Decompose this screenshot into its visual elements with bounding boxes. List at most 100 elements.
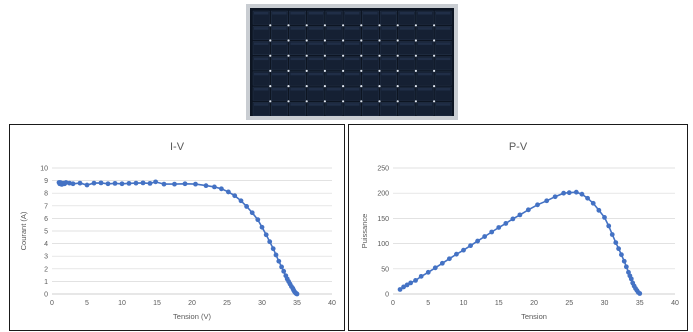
pv-data-point (628, 276, 634, 282)
iv-data-point (193, 181, 198, 187)
pv-xtick-label: 35 (636, 300, 644, 307)
iv-data-point (212, 184, 217, 190)
panel-cell-sheen (290, 72, 305, 76)
pv-xlabel: Tension (521, 312, 547, 321)
pv-xtick-label: 0 (391, 300, 395, 307)
panel-cell-sheen (254, 72, 269, 76)
pv-data-point (454, 251, 459, 257)
panel-cell-corner (378, 100, 381, 103)
panel-cell-sheen (326, 27, 342, 30)
pv-xtick-label: 40 (671, 300, 679, 307)
panel-cell-sheen (308, 57, 323, 61)
panel-cell-sheen (436, 103, 451, 106)
iv-data-point (255, 217, 261, 223)
pv-ytick-label: 150 (377, 216, 389, 223)
panel-cell-sheen (417, 103, 433, 106)
panel-cell-sheen (308, 88, 323, 91)
iv-data-point (91, 180, 97, 186)
panel-cell-corner (360, 85, 363, 88)
panel-cell-corner (396, 54, 399, 57)
iv-ytick-label: 10 (40, 166, 48, 173)
pv-data-point (544, 198, 550, 204)
iv-data-point (238, 198, 244, 204)
iv-xtick-label: 30 (258, 300, 266, 307)
panel-cell-corner (287, 24, 290, 27)
pv-data-point (613, 240, 619, 245)
pv-data-point (496, 225, 502, 230)
pv-ylabel: Puissance (360, 214, 369, 249)
panel-cell-sheen (326, 57, 342, 61)
pv-data-point (408, 280, 414, 286)
panel-cell-sheen (326, 88, 342, 91)
panel-cell-corner (414, 39, 417, 42)
panel-cell-sheen (254, 88, 269, 91)
panel-cell-sheen (381, 88, 396, 91)
panel-cell-corner (396, 39, 399, 42)
panel-cell-corner (269, 69, 272, 72)
iv-data-point (259, 224, 265, 230)
solar-panel-photo (246, 4, 458, 120)
panel-cell-sheen (363, 12, 378, 15)
panel-cell-sheen (363, 103, 378, 106)
panel-cell-corner (323, 24, 326, 27)
iv-xtick-label: 20 (188, 300, 196, 307)
panel-cell-sheen (290, 27, 305, 30)
pv-xtick-label: 30 (601, 300, 609, 307)
panel-cell-sheen (290, 57, 305, 61)
panel-cell-corner (342, 100, 345, 103)
panel-cell-corner (287, 69, 290, 72)
iv-ytick-label: 3 (44, 254, 48, 261)
iv-data-point (249, 210, 255, 216)
pv-data-point (566, 190, 572, 196)
panel-cell-corner (269, 39, 272, 42)
iv-data-point (294, 291, 300, 297)
pv-data-point (621, 258, 627, 264)
panel-cell-corner (378, 24, 381, 27)
panel-cell-sheen (399, 42, 414, 45)
iv-data-point (161, 181, 167, 187)
panel-cell-corner (378, 69, 381, 72)
pv-chart-plot: 0 50 100 150 200 250 0 5 10 15 20 25 30 35 40 Tension Pu… (360, 166, 679, 322)
panel-cell-corner (269, 24, 272, 27)
pv-ytick-label: 50 (381, 266, 389, 273)
panel-cell-sheen (345, 72, 360, 76)
pv-data-point (439, 260, 445, 266)
panel-cell-sheen (363, 27, 378, 30)
panel-cell-corner (305, 39, 308, 42)
panel-cell-sheen (399, 12, 414, 15)
iv-xlabel: Tension (V) (173, 312, 211, 321)
panel-cell-corner (323, 85, 326, 88)
iv-xtick-label: 35 (293, 300, 301, 307)
panel-cell-sheen (399, 57, 414, 61)
iv-data-point (232, 193, 238, 199)
pv-data-point (397, 287, 403, 292)
iv-xtick-label: 5 (85, 300, 89, 307)
panel-cell-sheen (345, 27, 360, 30)
panel-cell-corner (287, 100, 290, 103)
panel-cell-sheen (254, 42, 269, 45)
iv-ytick-label: 0 (44, 292, 48, 299)
iv-data-point (244, 204, 250, 209)
panel-cell-corner (342, 85, 345, 88)
pv-data-point (561, 190, 567, 196)
panel-cell-corner (433, 54, 436, 57)
panel-cell-sheen (417, 42, 433, 45)
panel-cell-sheen (345, 103, 360, 106)
panel-cell-corner (342, 24, 345, 27)
pv-data-point (552, 194, 558, 200)
iv-data-point (140, 180, 146, 186)
iv-data-point (281, 268, 287, 274)
panel-cell-sheen (272, 12, 287, 15)
panel-cell-sheen (436, 42, 451, 45)
iv-data-point (226, 189, 231, 195)
panel-cell-sheen (399, 103, 414, 106)
pv-data-point (482, 234, 488, 239)
pv-xtick-label: 5 (426, 300, 430, 307)
panel-cell-sheen (272, 72, 287, 76)
panel-cell-corner (414, 24, 417, 27)
panel-cell-sheen (272, 103, 287, 106)
iv-data-point (105, 181, 111, 187)
panel-cell-sheen (399, 88, 414, 91)
iv-xtick-label: 15 (153, 300, 161, 307)
pv-data-point (432, 265, 438, 271)
